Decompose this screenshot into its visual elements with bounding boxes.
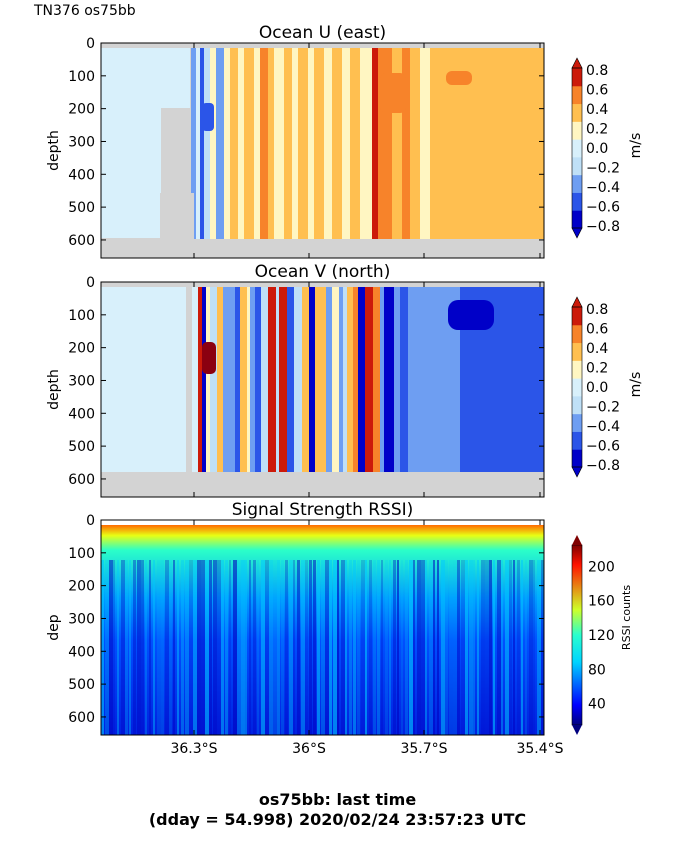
colorbar-band	[572, 156, 582, 176]
colorbar: 0.8 0.6 0.4 0.2 0.0 −0.2 −0.4 −0.6 −0.8 m/s	[571, 296, 644, 478]
panel-1: Ocean U (east) depth 0 100 200 300 400 500 600 0.…	[46, 23, 644, 259]
colorbar-tick-label: 0.8	[586, 63, 608, 79]
plot-frame	[100, 281, 545, 498]
colorbar-band	[572, 413, 582, 432]
panel-title: Ocean V (north)	[255, 262, 391, 282]
cruise-label: TN376 os75bb	[34, 3, 136, 19]
panel-2: Ocean V (north) depth 0 100 200 300 400 500 600 0…	[46, 262, 644, 498]
y-tick-label: 400	[68, 167, 95, 183]
colorbar-tick-label: 120	[588, 628, 615, 644]
colorbar-band	[572, 210, 582, 229]
colorbar-band	[572, 68, 582, 87]
colorbar: 0.8 0.6 0.4 0.2 0.0 −0.2 −0.4 −0.6 −0.8 m/s	[571, 57, 644, 239]
colorbar-tick-label: 80	[588, 662, 606, 678]
x-tick-label: 35.7°S	[400, 741, 447, 757]
colorbar-band	[572, 395, 582, 415]
x-tick-label: 36.3°S	[170, 741, 217, 757]
y-axis-label: depth	[46, 130, 62, 171]
colorbar: 200 160 120 80 40 RSSI counts	[571, 535, 633, 735]
colorbar-tick-label: 200	[588, 559, 615, 575]
figure-canvas: Ocean U (east)depth01002003004005006000.…	[46, 23, 644, 757]
colorbar-tick-label: −0.8	[586, 458, 620, 474]
colorbar-tick-label: 160	[588, 594, 615, 610]
y-tick-label: 400	[68, 644, 95, 660]
y-tick-label: 200	[68, 102, 95, 118]
colorbar-label: RSSI counts	[620, 585, 633, 650]
y-tick-label: 0	[86, 275, 95, 291]
y-axis-label: dep	[46, 614, 62, 641]
footer-line-1: os75bb: last time	[258, 790, 417, 809]
colorbar-band	[572, 192, 582, 211]
colorbar-band	[572, 307, 582, 326]
colorbar-tick-label: 0.8	[586, 302, 608, 318]
y-tick-label: 100	[68, 69, 95, 85]
colorbar-band	[572, 324, 582, 344]
colorbar-tick-label: 0.2	[586, 122, 608, 138]
colorbar-frame	[571, 306, 583, 468]
colorbar-frame	[571, 67, 583, 229]
colorbar-band	[572, 85, 582, 105]
y-tick-label: 300	[68, 611, 95, 627]
colorbar-label: m/s	[628, 133, 644, 159]
colorbar-tick-label: −0.4	[586, 180, 620, 196]
colorbar-tick-label: 0.0	[586, 380, 608, 396]
y-tick-label: 100	[68, 308, 95, 324]
colorbar-extend-top	[571, 57, 583, 69]
y-tick-label: 200	[68, 579, 95, 595]
colorbar-tick-label: 0.4	[586, 341, 608, 357]
colorbar-extend-bottom	[571, 227, 583, 239]
colorbar-tick-label: 0.2	[586, 361, 608, 377]
y-tick-label: 600	[68, 710, 95, 726]
colorbar-label: m/s	[628, 372, 644, 398]
plot-frame	[100, 42, 545, 259]
colorbar-extend-top	[572, 535, 582, 545]
x-tick-label: 36°S	[292, 741, 326, 757]
y-tick-label: 600	[68, 472, 95, 488]
y-tick-label: 300	[68, 134, 95, 150]
colorbar-tick-label: −0.2	[586, 400, 620, 416]
colorbar-band	[572, 360, 582, 379]
y-tick-label: 400	[68, 406, 95, 422]
colorbar-extend-bottom	[572, 725, 582, 735]
colorbar-tick-label: −0.6	[586, 200, 620, 216]
colorbar-tick-label: 0.0	[586, 141, 608, 157]
panel-title: Ocean U (east)	[259, 23, 386, 43]
colorbar-tick-label: −0.6	[586, 439, 620, 455]
y-tick-label: 500	[68, 677, 95, 693]
colorbar-tick-label: 40	[588, 697, 606, 713]
y-axis-label: depth	[46, 369, 62, 410]
y-tick-label: 0	[86, 36, 95, 52]
y-tick-label: 200	[68, 341, 95, 357]
colorbar-gradient	[571, 544, 583, 726]
panel-3: Signal Strength RSSI) dep 0 100 200 300 400 500…	[46, 500, 633, 757]
colorbar-tick-label: −0.8	[586, 219, 620, 235]
colorbar-band	[572, 449, 582, 468]
y-tick-label: 0	[86, 513, 95, 529]
y-tick-label: 300	[68, 373, 95, 389]
colorbar-band	[572, 378, 582, 397]
colorbar-tick-label: 0.6	[586, 322, 608, 338]
y-tick-label: 500	[68, 439, 95, 455]
colorbar-band	[572, 342, 582, 361]
colorbar-extend-top	[571, 296, 583, 308]
colorbar-tick-label: 0.4	[586, 102, 608, 118]
plot-frame	[100, 519, 545, 736]
footer-line-2: (dday = 54.998) 2020/02/24 23:57:23 UTC	[148, 810, 527, 829]
colorbar-band	[572, 174, 582, 193]
colorbar-band	[572, 139, 582, 158]
y-tick-label: 100	[68, 546, 95, 562]
x-tick-label: 35.4°S	[516, 741, 563, 757]
colorbar-band	[572, 121, 582, 140]
colorbar-tick-label: −0.4	[586, 419, 620, 435]
colorbar-extend-bottom	[571, 466, 583, 478]
y-tick-label: 600	[68, 233, 95, 249]
colorbar-tick-label: −0.2	[586, 161, 620, 177]
colorbar-band	[572, 103, 582, 122]
panel-title: Signal Strength RSSI)	[232, 500, 414, 520]
colorbar-tick-label: 0.6	[586, 83, 608, 99]
y-tick-label: 500	[68, 200, 95, 216]
colorbar-band	[572, 431, 582, 450]
